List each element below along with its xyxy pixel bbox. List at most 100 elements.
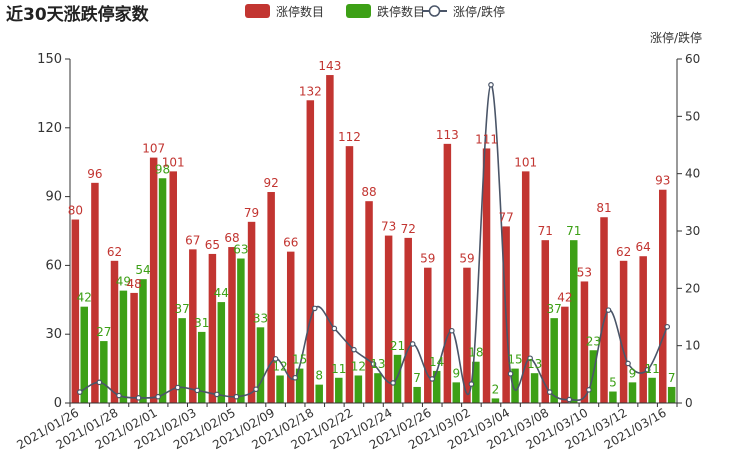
ratio-point[interactable] — [409, 341, 416, 347]
legend-item-limit-down[interactable]: 跌停数目 — [346, 4, 425, 19]
bar-limit-up[interactable] — [463, 267, 471, 403]
bar-limit-up[interactable] — [482, 148, 491, 403]
ratio-point[interactable] — [370, 361, 377, 367]
bar-limit-up[interactable] — [365, 201, 373, 403]
bar-limit-up[interactable] — [639, 256, 647, 403]
bar-limit-down[interactable] — [295, 368, 304, 403]
bar-limit-up[interactable] — [208, 253, 217, 403]
data-label-limit-up: 132 — [299, 84, 322, 98]
bar-limit-down[interactable] — [100, 341, 108, 403]
bar-limit-up[interactable] — [521, 171, 530, 403]
ratio-point[interactable] — [429, 376, 436, 382]
bar-limit-up[interactable] — [149, 157, 158, 403]
ratio-point[interactable] — [233, 393, 240, 400]
bar-limit-down[interactable] — [158, 178, 167, 403]
ratio-point[interactable] — [449, 327, 455, 334]
bar-limit-up[interactable] — [247, 221, 256, 403]
data-label-limit-up: 107 — [142, 142, 165, 156]
bar-limit-up[interactable] — [91, 182, 99, 403]
bar-limit-down[interactable] — [237, 258, 245, 403]
bar-limit-up[interactable] — [345, 146, 354, 403]
ratio-point[interactable] — [155, 393, 161, 400]
ratio-point[interactable] — [253, 386, 259, 393]
bar-limit-up[interactable] — [130, 292, 138, 403]
bar-limit-up[interactable] — [228, 247, 236, 403]
bar-limit-down[interactable] — [511, 368, 519, 403]
data-label-limit-up: 143 — [318, 59, 341, 73]
bar-limit-down[interactable] — [570, 240, 578, 403]
bar-limit-up[interactable] — [286, 251, 295, 403]
ratio-point[interactable] — [507, 370, 514, 377]
ratio-point[interactable] — [468, 381, 475, 387]
ratio-point[interactable] — [527, 355, 533, 362]
ratio-point[interactable] — [644, 366, 651, 373]
bar-limit-up[interactable] — [580, 281, 589, 403]
ratio-point[interactable] — [546, 389, 553, 395]
ratio-point[interactable] — [292, 374, 298, 381]
ratio-point[interactable] — [351, 346, 357, 353]
bar-limit-up[interactable] — [110, 260, 119, 403]
bar-limit-down[interactable] — [335, 377, 343, 403]
ratio-point[interactable] — [586, 387, 592, 393]
legend-item-ratio[interactable]: 涨停/跌停 — [422, 4, 505, 19]
legend[interactable]: 涨停数目 跌停数目 涨停/跌停 — [245, 4, 505, 19]
bar-limit-up[interactable] — [561, 306, 569, 403]
ratio-point[interactable] — [311, 305, 318, 312]
ratio-point[interactable] — [135, 395, 142, 401]
bar-limit-down[interactable] — [374, 373, 382, 403]
bar-limit-down[interactable] — [197, 331, 206, 403]
data-label-limit-up: 53 — [577, 265, 592, 279]
ratio-point[interactable] — [194, 387, 201, 394]
ratio-point[interactable] — [390, 380, 396, 386]
bar-limit-down[interactable] — [530, 373, 539, 403]
bar-limit-down[interactable] — [413, 386, 421, 403]
bar-limit-up[interactable] — [306, 100, 315, 403]
bar-limit-up[interactable] — [424, 267, 432, 403]
legend-item-limit-up[interactable]: 涨停数目 — [245, 4, 324, 19]
bar-limit-down[interactable] — [550, 318, 558, 403]
bar-limit-down[interactable] — [315, 384, 323, 403]
bar-limit-down[interactable] — [217, 302, 226, 403]
bar-limit-down[interactable] — [432, 370, 441, 403]
bar-limit-down[interactable] — [472, 361, 480, 403]
ratio-point[interactable] — [605, 307, 612, 313]
ratio-point[interactable] — [96, 379, 103, 386]
bar-limit-down[interactable] — [139, 279, 147, 403]
bar-limit-down[interactable] — [393, 354, 402, 403]
bar-limit-up[interactable] — [71, 219, 80, 403]
bar-limit-down[interactable] — [491, 398, 500, 403]
ratio-point[interactable] — [331, 325, 338, 332]
bar-limit-up[interactable] — [619, 260, 628, 403]
bar-limit-down[interactable] — [452, 382, 461, 403]
ratio-point[interactable] — [116, 392, 122, 399]
bar-limit-up[interactable] — [169, 171, 177, 403]
bar-limit-down[interactable] — [609, 391, 617, 403]
bar-limit-up[interactable] — [404, 237, 412, 403]
bar-limit-up[interactable] — [189, 249, 197, 403]
ratio-point[interactable] — [174, 384, 181, 391]
bar-limit-down[interactable] — [276, 375, 284, 403]
bar-limit-down[interactable] — [628, 382, 637, 403]
ratio-point[interactable] — [625, 360, 631, 367]
bar-limit-up[interactable] — [659, 189, 667, 403]
bar-limit-down[interactable] — [667, 386, 676, 403]
bar-limit-up[interactable] — [267, 192, 275, 403]
bar-limit-down[interactable] — [354, 375, 363, 403]
bar-limit-up[interactable] — [326, 75, 334, 403]
ratio-point[interactable] — [566, 396, 573, 403]
bar-limit-down[interactable] — [648, 377, 656, 403]
bar-limit-down[interactable] — [80, 306, 88, 403]
bar-limit-down[interactable] — [119, 290, 128, 403]
bar-limit-up[interactable] — [541, 240, 550, 403]
ratio-point[interactable] — [664, 323, 671, 330]
bar-limit-up[interactable] — [384, 235, 393, 403]
ratio-point[interactable] — [488, 82, 494, 88]
ratio-point[interactable] — [214, 391, 220, 398]
ratio-point[interactable] — [272, 356, 279, 362]
data-label-limit-up: 81 — [596, 201, 611, 215]
bar-limit-up[interactable] — [443, 143, 452, 403]
bar-limit-up[interactable] — [600, 217, 608, 403]
bar-limit-down[interactable] — [178, 318, 186, 403]
bar-limit-down[interactable] — [256, 327, 265, 403]
ratio-point[interactable] — [76, 389, 83, 395]
